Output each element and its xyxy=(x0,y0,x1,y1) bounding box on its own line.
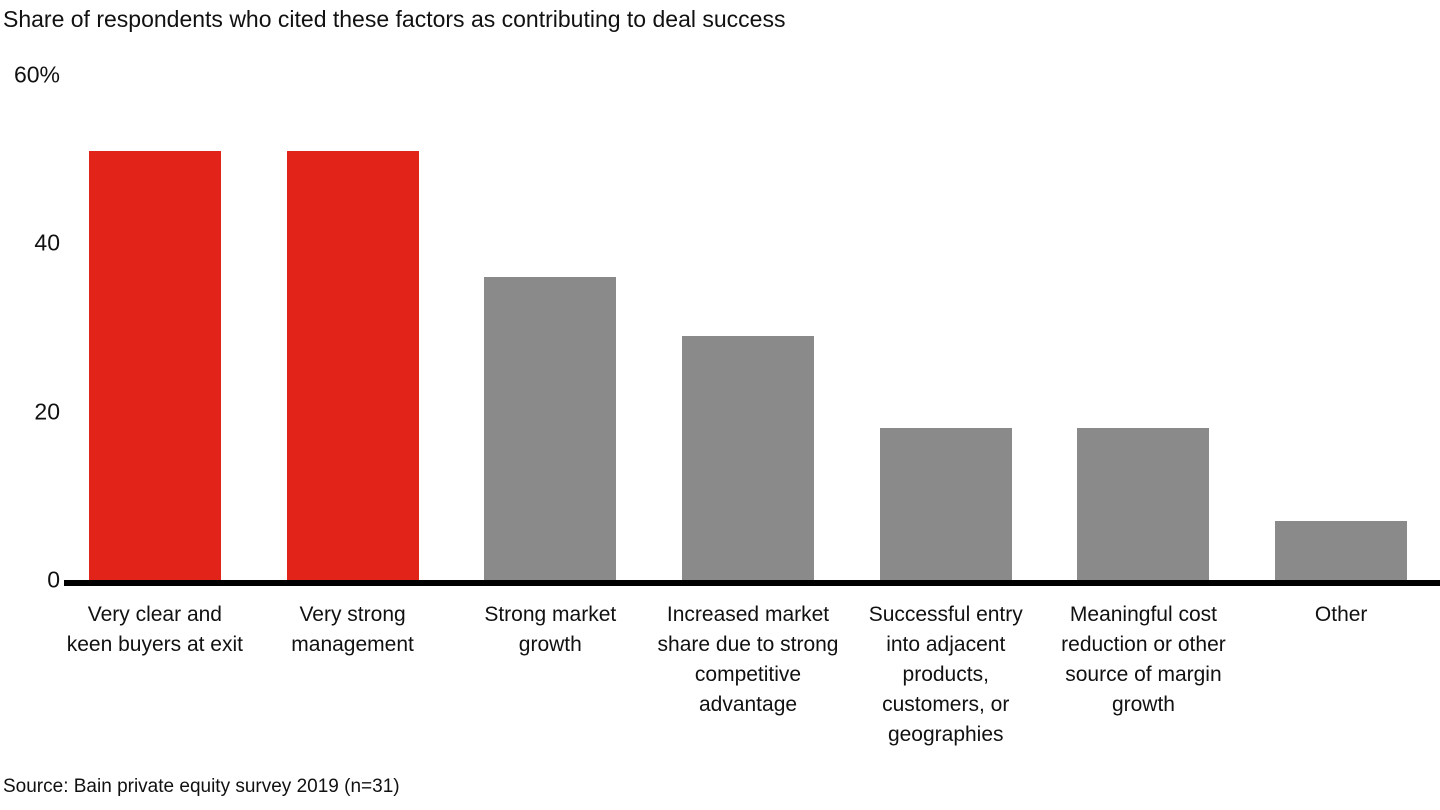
source-note: Source: Bain private equity survey 2019 … xyxy=(3,776,400,797)
bar xyxy=(286,151,419,580)
y-tick-label: 40 xyxy=(34,229,60,256)
bar-column xyxy=(56,75,254,580)
category-label: Other xyxy=(1314,603,1368,626)
bar xyxy=(1275,521,1408,580)
category-label: Strong market growth xyxy=(484,603,617,656)
category-axis-labels: Very clear and keen buyers at exit Very s… xyxy=(56,600,1440,750)
y-tick-label: 0 xyxy=(47,566,60,593)
bar xyxy=(879,428,1012,580)
bar xyxy=(88,151,221,580)
x-axis-baseline xyxy=(64,580,1440,586)
bar xyxy=(682,336,815,580)
bar xyxy=(1077,428,1210,580)
y-tick-label: 20 xyxy=(34,398,60,425)
bar-column xyxy=(1045,75,1243,580)
bar-column xyxy=(847,75,1045,580)
bar xyxy=(484,277,617,580)
category-label: Meaningful cost reduction or other sourc… xyxy=(1061,603,1226,716)
category-label: Very clear and keen buyers at exit xyxy=(66,603,243,656)
y-tick-label: 60% xyxy=(13,61,60,88)
bar-column xyxy=(451,75,649,580)
bar-column xyxy=(254,75,452,580)
bar-chart-plot-area: 0 20 40 60% xyxy=(0,63,1440,591)
category-label: Increased market share due to strong com… xyxy=(657,603,839,716)
category-label: Very strong management xyxy=(291,603,414,656)
bar-column xyxy=(649,75,847,580)
chart-title: Share of respondents who cited these fac… xyxy=(3,6,786,32)
bar-series xyxy=(56,75,1440,580)
category-label: Successful entry into adjacent products,… xyxy=(868,603,1023,746)
bar-column xyxy=(1242,75,1440,580)
